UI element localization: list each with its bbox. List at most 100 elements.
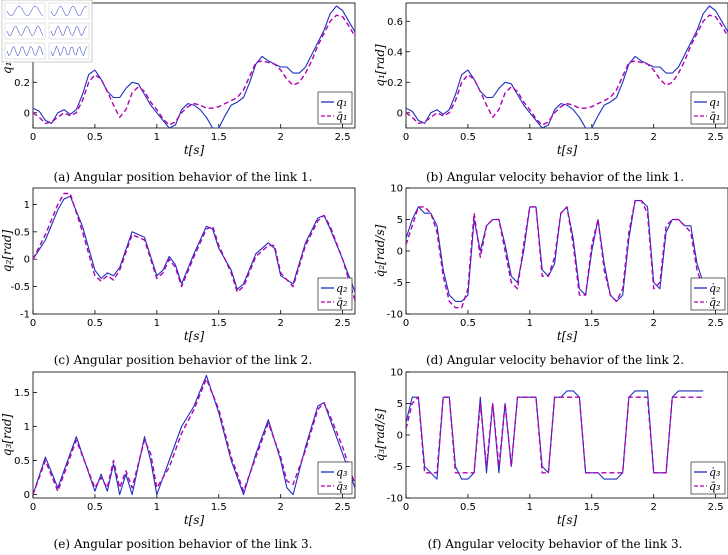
x-tick-label: 1.5 <box>211 502 227 513</box>
chart-panel-e: 0 0.5 1 1.5 2 2.5 0 0.5 1 1.5 t[s] q₃[rad] q₃q̄₃ (e) … <box>0 371 356 551</box>
legend-label: q̄₂ <box>709 296 720 309</box>
legend-box <box>317 461 353 495</box>
x-tick-label: 1.5 <box>584 132 600 143</box>
legend-label: q̄₃ <box>336 480 347 493</box>
subfigure-caption: (e) Angular position behavior of the lin… <box>54 537 313 551</box>
series-line-actual <box>33 195 355 293</box>
subfigure-caption: (b) Angular velocity behavior of the lin… <box>426 170 684 184</box>
y-tick-label: -0.5 <box>10 282 30 293</box>
x-tick-label: 2 <box>278 502 284 513</box>
x-tick-label: 1 <box>154 132 160 143</box>
y-tick-label: 0 <box>397 247 403 258</box>
inset-cell <box>48 42 90 60</box>
legend: q₃q̄₃ <box>317 461 353 495</box>
legend-label: q₂ <box>336 282 347 295</box>
series-line-desired <box>33 378 355 495</box>
series-line-desired <box>406 14 728 126</box>
series-line-desired <box>33 192 355 301</box>
x-tick-label: 1 <box>527 502 533 513</box>
legend-box <box>317 277 353 311</box>
x-tick-label: 0 <box>403 502 409 513</box>
y-tick-label: 0 <box>24 490 30 501</box>
x-tick-label: 0.5 <box>87 132 103 143</box>
y-axis-label: q̇₂[rad/s] <box>373 224 387 277</box>
x-tick-label: 1 <box>154 502 160 513</box>
x-tick-label: 2 <box>651 132 657 143</box>
legend-label: q₁ <box>336 96 347 109</box>
y-axis-label: q₁[rad] <box>373 44 387 87</box>
series-group <box>406 5 728 128</box>
series-line-desired <box>406 396 704 474</box>
legend-label: q̄₃ <box>709 480 720 493</box>
x-tick-label: 2.5 <box>708 502 724 513</box>
x-tick-label: 0 <box>30 132 36 143</box>
inset-curve <box>6 25 44 37</box>
chart-panel-c: 0 0.5 1 1.5 2 2.5 -1 -0.5 0 0.5 1 t[s] q₂[rad] q₂q̄₂ (… <box>0 187 356 367</box>
y-tick-label: 10 <box>390 368 403 379</box>
plot-frame <box>32 371 356 499</box>
series-line-actual <box>33 5 355 128</box>
series-group <box>33 192 355 301</box>
plot-frame <box>32 187 356 315</box>
x-tick-label: 1.5 <box>584 318 600 329</box>
series-line-actual <box>406 200 704 302</box>
x-tick-label: 0 <box>30 318 36 329</box>
y-axis-label: q₂[rad] <box>0 229 14 272</box>
legend: q₁q̄₁ <box>690 91 726 125</box>
y-tick-label: 0 <box>397 431 403 442</box>
inset-curve <box>50 5 88 17</box>
series-group <box>33 5 355 128</box>
y-tick-label: -5 <box>393 278 403 289</box>
legend-box <box>690 91 726 125</box>
series-line-desired <box>406 199 704 309</box>
y-tick-label: 5 <box>397 399 403 410</box>
y-tick-label: 1.5 <box>14 388 30 399</box>
y-tick-label: 0 <box>24 255 30 266</box>
legend-label: q̄₁ <box>709 110 720 123</box>
inset-cell <box>48 22 90 40</box>
legend-label: q̄₁ <box>336 110 347 123</box>
legend-box <box>317 91 353 125</box>
x-tick-label: 2.5 <box>335 132 351 143</box>
y-tick-label: -5 <box>393 462 403 473</box>
x-tick-label: 2.5 <box>708 318 724 329</box>
x-tick-label: 1.5 <box>211 132 227 143</box>
inset-curve <box>50 25 88 37</box>
chart-panel-b: 0 0.5 1 1.5 2 2.5 0 0.2 0.4 0.6 t[s] q₁[rad] q₁q̄₁ (b… <box>373 2 728 184</box>
x-tick-label: 2.5 <box>708 132 724 143</box>
plot-frame <box>405 2 728 129</box>
x-tick-label: 0.5 <box>87 318 103 329</box>
legend-label: q̇₂ <box>709 282 720 295</box>
inset-curve <box>6 45 44 57</box>
subfigure-caption: (d) Angular velocity behavior of the lin… <box>426 353 684 367</box>
series-group <box>406 390 704 480</box>
x-tick-label: 2 <box>278 132 284 143</box>
series-line-actual <box>406 5 728 128</box>
subfigure-caption: (f) Angular velocity behavior of the lin… <box>428 537 683 551</box>
x-tick-label: 2 <box>651 318 657 329</box>
y-tick-label: 1 <box>24 200 30 211</box>
series-line-desired <box>33 14 355 126</box>
subfigure-caption: (a) Angular position behavior of the lin… <box>54 170 313 184</box>
x-tick-label: 1 <box>527 318 533 329</box>
inset-cell <box>4 22 46 40</box>
legend-label: q₃ <box>336 466 347 479</box>
y-axis-label: q₃[rad] <box>0 413 14 456</box>
x-tick-label: 0.5 <box>460 132 476 143</box>
series-group <box>33 374 355 496</box>
y-tick-label: 0.2 <box>387 78 403 89</box>
y-tick-label: 0.2 <box>14 78 30 89</box>
y-tick-label: 10 <box>390 184 403 195</box>
x-tick-label: 1.5 <box>211 318 227 329</box>
x-tick-label: 2.5 <box>335 502 351 513</box>
y-tick-label: 0.5 <box>14 227 30 238</box>
y-tick-label: -1 <box>20 310 30 321</box>
x-axis-label: t[s] <box>557 143 578 157</box>
x-tick-label: 2.5 <box>335 318 351 329</box>
inset-cell <box>48 2 90 20</box>
legend-box <box>690 461 726 495</box>
x-tick-label: 2 <box>278 318 284 329</box>
inset-curve <box>50 45 88 57</box>
legend-label: q̇₃ <box>709 466 720 479</box>
